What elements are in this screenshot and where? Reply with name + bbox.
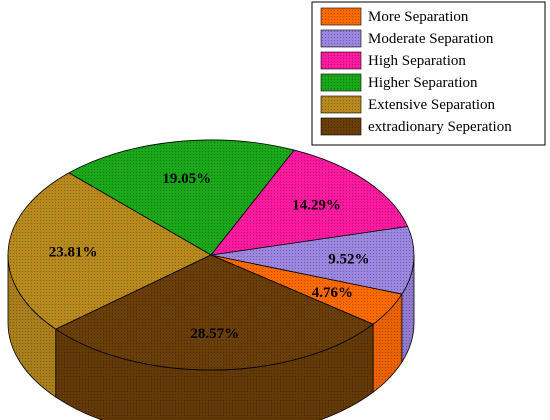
pie-slice-texture-5 [55,255,374,371]
slice-value-label-0: 4.76% [312,285,353,301]
pie-side-texture-5 [55,324,374,420]
legend-swatch-texture-5 [321,118,361,135]
legend-swatch-texture-2 [321,52,361,69]
legend-label-1: Moderate Separation [368,31,494,47]
legend-swatch-texture-4 [321,96,361,113]
legend-swatch-texture-1 [321,30,361,47]
pie-slice-texture-4 [8,172,212,330]
legend: More Separation Moderate Separation High S… [311,1,546,146]
legend-label-3: Higher Separation [368,75,478,91]
pie-labels: 4.76% 9.52% 14.29% 19.05% 23.81% 28.57% [49,171,370,342]
pie-tops [7,139,415,371]
slice-value-label-1: 9.52% [328,252,369,268]
legend-swatch-texture-3 [321,74,361,91]
slice-value-label-5: 28.57% [190,326,239,342]
legend-label-2: High Separation [368,53,466,69]
legend-label-0: More Separation [368,9,469,25]
legend-label-5: extradionary Seperation [368,119,512,135]
pie-slice-texture-0 [211,255,402,325]
pie-slice-texture-2 [211,150,408,255]
pie-side-texture-4 [8,255,56,398]
pie-slice-texture-3 [68,140,295,255]
pie-slice-texture-1 [211,226,414,295]
pie-sides [7,254,415,420]
legend-label-4: Extensive Separation [368,97,496,113]
slice-value-label-3: 19.05% [162,171,211,187]
slice-value-label-2: 14.29% [292,198,341,214]
pie-side-texture-1 [401,255,414,363]
slice-value-label-4: 23.81% [49,244,98,260]
legend-swatch-texture-0 [321,8,361,25]
